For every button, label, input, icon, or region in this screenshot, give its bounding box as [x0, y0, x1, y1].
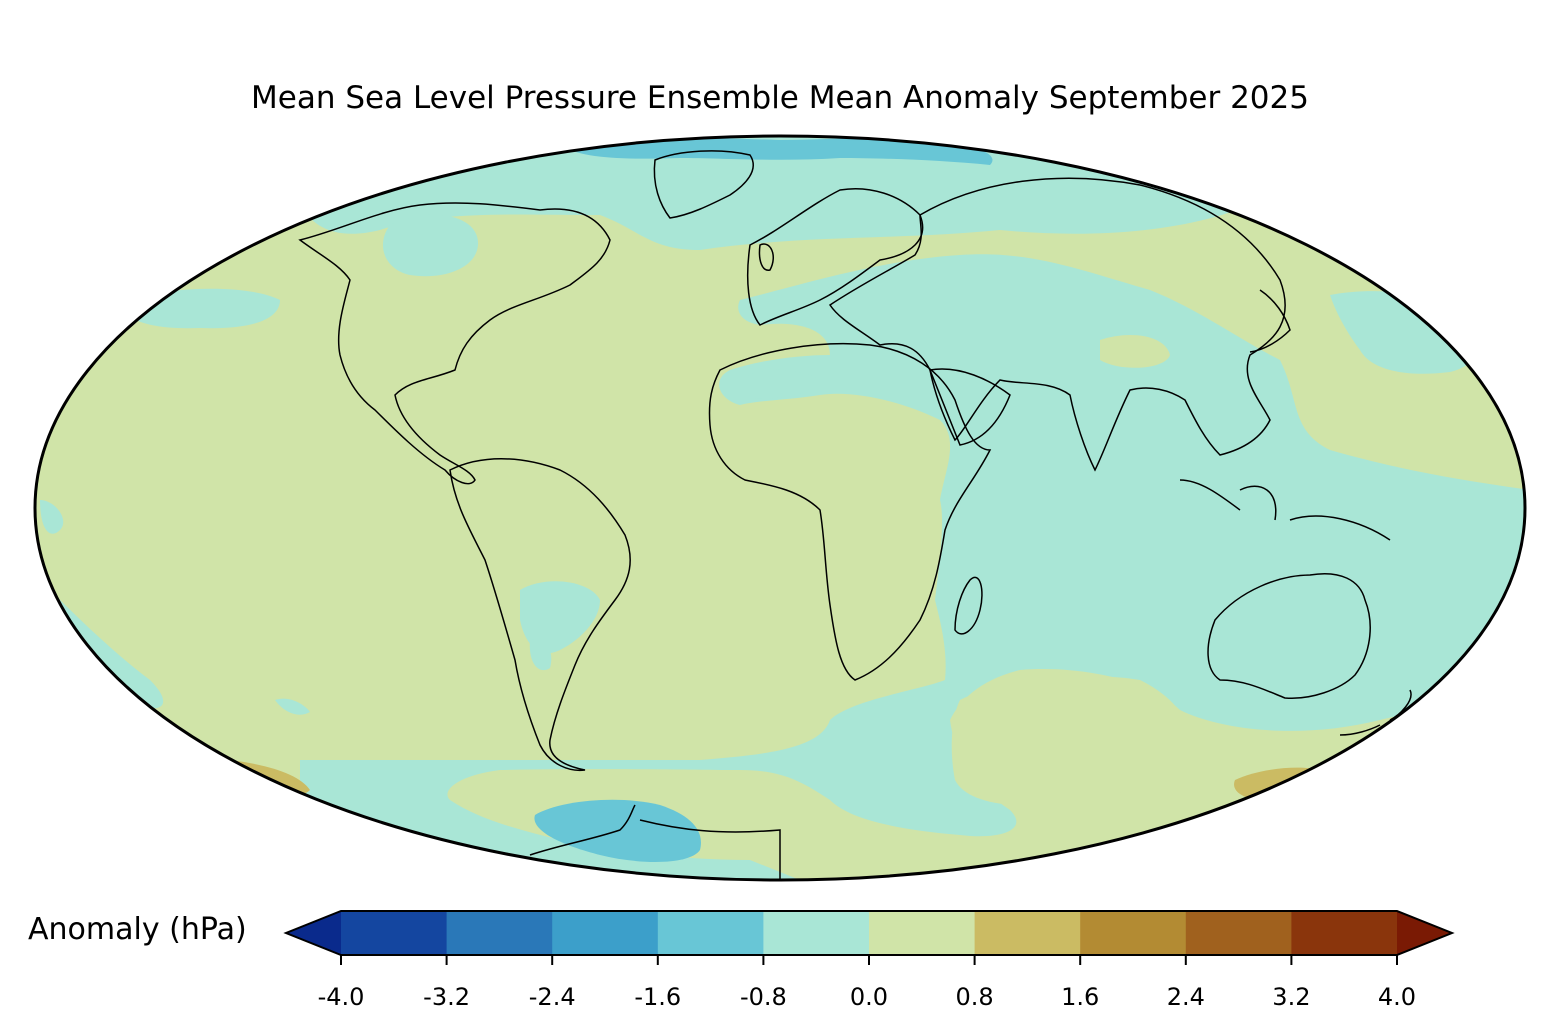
colorbar-segment — [1291, 911, 1398, 955]
colorbar-tick-label: 1.6 — [1061, 983, 1100, 1011]
colorbar-segment — [763, 911, 870, 955]
colorbar-tick-label: 0.0 — [849, 983, 889, 1011]
colorbar-extend-max — [1397, 911, 1452, 955]
colorbar-tick-label: 3.2 — [1272, 983, 1311, 1011]
colorbar-label: Anomaly (hPa) — [28, 912, 247, 947]
colorbar-tick-label: 4.0 — [1377, 983, 1417, 1011]
colorbar-extend-min — [286, 911, 341, 955]
colorbar-tick-label: 0.8 — [955, 983, 994, 1011]
globe-outline — [33, 134, 1527, 882]
colorbar-tick-label: -3.2 — [423, 983, 470, 1011]
coastlines — [298, 150, 1412, 880]
colorbar-segment — [1080, 911, 1187, 955]
colorbar — [283, 910, 1455, 965]
colorbar-segment — [974, 911, 1081, 955]
anomaly-field — [35, 136, 1525, 880]
colorbar-segment — [552, 911, 659, 955]
colorbar-tick-label: -0.8 — [739, 983, 787, 1011]
colorbar-segment — [341, 911, 448, 955]
colorbar-tick-label: -1.6 — [634, 983, 682, 1011]
colorbar-segment — [869, 911, 976, 955]
colorbar-segment — [1185, 911, 1292, 955]
colorbar-tick-label: -2.4 — [528, 983, 576, 1011]
colorbar-tick-label: -4.0 — [317, 983, 365, 1011]
colorbar-segment — [657, 911, 764, 955]
colorbar-segment — [446, 911, 553, 955]
page-title: Mean Sea Level Pressure Ensemble Mean An… — [251, 80, 1309, 116]
colorbar-tick-label: 2.4 — [1166, 983, 1205, 1011]
